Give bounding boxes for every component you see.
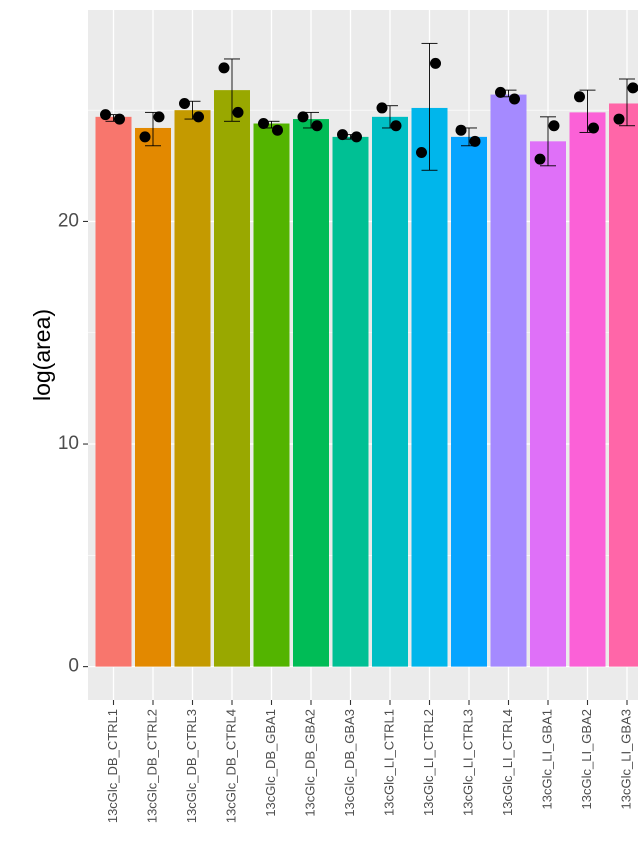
bar-13cGlc_LI_CTRL3 [451,136,487,667]
bar-13cGlc_DB_CTRL4 [214,90,250,667]
data-point [193,111,204,123]
data-point [258,118,269,130]
data-point [574,91,585,103]
data-point [588,122,599,134]
x-tick-label: 13cGlc_LI_CTRL1 [381,709,396,816]
data-point [548,120,560,132]
y-tick-label: 20 [58,210,79,231]
x-tick-label: 13cGlc_DB_GBA2 [302,709,317,817]
bar-13cGlc_DB_CTRL3 [174,110,211,667]
x-tick-label: 13cGlc_DB_GBA3 [342,709,357,817]
data-point [153,111,165,123]
data-point [337,129,348,141]
bar-13cGlc_LI_GBA2 [569,112,606,667]
bar-13cGlc_LI_CTRL2 [411,107,448,667]
data-point [232,106,244,118]
data-points [100,57,638,165]
x-tick-label: 13cGlc_LI_CTRL2 [421,709,436,816]
data-point [469,135,481,147]
data-point [627,82,638,94]
bar-13cGlc_LI_GBA3 [609,103,638,667]
data-point [376,102,388,114]
data-point [311,120,323,132]
x-tick-label: 13cGlc_LI_GBA2 [579,709,594,809]
data-point [455,124,467,136]
bar-13cGlc_LI_CTRL1 [372,116,408,667]
data-point [509,93,520,105]
data-point [613,113,625,125]
bar-13cGlc_LI_CTRL4 [490,94,527,667]
data-point [179,97,190,109]
x-tick-label: 13cGlc_DB_CTRL4 [223,709,238,823]
bars [95,90,638,667]
x-tick-label: 13cGlc_DB_CTRL3 [184,709,199,823]
x-tick-label: 13cGlc_LI_GBA1 [539,709,554,809]
x-tick-label: 13cGlc_DB_CTRL2 [144,709,159,823]
x-tick-label: 13cGlc_LI_CTRL4 [500,709,515,816]
bar-13cGlc_DB_GBA2 [293,119,329,667]
x-tick-label: 13cGlc_LI_GBA3 [618,709,633,809]
y-tick-label: 0 [68,656,79,677]
bar-13cGlc_DB_GBA1 [253,123,290,667]
data-point [534,153,546,165]
x-tick-label: 13cGlc_DB_GBA1 [263,709,278,817]
bar-13cGlc_DB_GBA3 [332,136,369,667]
bar-13cGlc_DB_CTRL1 [95,116,132,667]
data-point [100,109,111,121]
y-axis-title: log(area) [29,309,55,401]
data-point [114,113,125,125]
data-point [390,120,402,132]
data-point [139,131,151,143]
data-point [351,131,362,143]
data-point [218,62,230,74]
data-point [430,57,441,69]
x-tick-label: 13cGlc_DB_CTRL1 [105,709,120,823]
x-tick-label: 13cGlc_LI_CTRL3 [460,709,475,816]
data-point [416,146,427,158]
data-point [297,111,309,123]
data-point [272,124,283,136]
bar-13cGlc_DB_CTRL2 [135,127,171,667]
axes: 0 10 20 13cGlc_DB_CTRL1 13cGlc_DB_CTRL2 13cGl… [58,210,634,823]
data-point [495,86,506,98]
bar-13cGlc_LI_GBA1 [530,141,566,667]
y-tick-label: 10 [58,433,79,454]
